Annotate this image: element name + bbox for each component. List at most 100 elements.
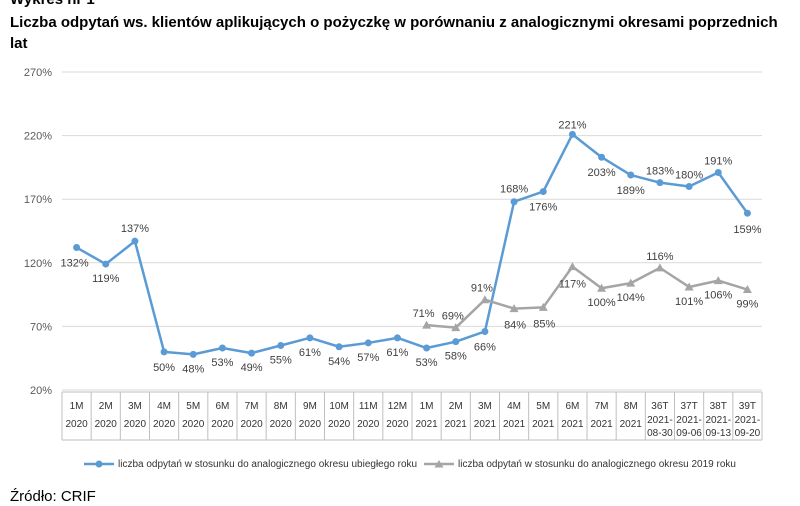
x-tick-label: 2M xyxy=(99,401,113,412)
data-point xyxy=(160,348,168,356)
x-axis-table: 1M 2020 2M 2020 3M 2020 4M 2020 5M 2020 6M 2020 7M 20… xyxy=(61,391,763,441)
data-label: 69% xyxy=(442,311,464,323)
x-tick-label: 8M xyxy=(624,401,638,412)
x-tick-label: 2021 xyxy=(590,419,613,430)
data-label: 91% xyxy=(471,283,493,295)
data-label: 61% xyxy=(386,347,408,359)
x-tick-label: 36T xyxy=(651,401,668,412)
data-point xyxy=(422,320,432,329)
data-label: 55% xyxy=(270,354,292,366)
data-point xyxy=(364,339,372,347)
gridlines xyxy=(62,71,762,391)
y-tick-label: 120% xyxy=(24,258,52,270)
data-label: 99% xyxy=(736,299,758,311)
x-tick-label: 2020 xyxy=(270,419,293,430)
data-label: 84% xyxy=(504,320,526,332)
x-tick-label: 09-06 xyxy=(676,428,702,439)
x-tick-label: 11M xyxy=(359,401,378,412)
data-point xyxy=(423,344,431,352)
data-label: 57% xyxy=(357,352,379,364)
data-point xyxy=(567,262,577,271)
x-tick-label: 2021 xyxy=(620,419,643,430)
y-tick-label: 270% xyxy=(24,67,52,79)
header-top-text: Wykres nr 1 xyxy=(10,0,95,9)
data-label: 203% xyxy=(588,167,616,179)
legend-marker-series-1 xyxy=(95,460,103,468)
data-label: 189% xyxy=(617,185,645,197)
data-point xyxy=(248,349,256,357)
data-point xyxy=(685,182,693,190)
data-label: 50% xyxy=(153,362,175,374)
x-tick-label: 2020 xyxy=(211,419,234,430)
x-tick-label: 2020 xyxy=(357,419,380,430)
data-label: 100% xyxy=(588,297,616,309)
data-point xyxy=(713,276,723,285)
x-tick-label: 7M xyxy=(245,401,259,412)
x-tick-label: 2021- xyxy=(735,415,761,426)
data-point xyxy=(539,188,547,196)
data-point xyxy=(655,263,665,272)
data-label: 53% xyxy=(211,357,233,369)
data-point xyxy=(626,278,636,287)
data-label: 48% xyxy=(182,363,204,375)
data-label: 137% xyxy=(121,223,149,235)
data-label: 132% xyxy=(61,258,89,270)
y-tick-label: 70% xyxy=(30,321,52,333)
data-label: 117% xyxy=(559,279,587,291)
y-tick-label: 220% xyxy=(24,131,52,143)
x-tick-label: 2021- xyxy=(647,415,673,426)
x-tick-label: 3M xyxy=(478,401,492,412)
x-tick-label: 10M xyxy=(329,401,348,412)
data-label: 61% xyxy=(299,347,321,359)
data-point xyxy=(684,282,694,291)
series-lines xyxy=(73,130,752,358)
data-label: 183% xyxy=(646,166,674,178)
x-tick-label: 7M xyxy=(595,401,609,412)
x-tick-label: 2020 xyxy=(124,419,147,430)
x-tick-label: 09-13 xyxy=(705,428,731,439)
chart-title: Liczba odpytań ws. klientów aplikujących… xyxy=(10,14,778,52)
x-tick-label: 37T xyxy=(680,401,697,412)
x-tick-label: 9M xyxy=(303,401,317,412)
x-tick-label: 38T xyxy=(710,401,727,412)
data-point xyxy=(73,244,81,252)
x-tick-label: 1M xyxy=(420,401,434,412)
legend-marker-series-2 xyxy=(434,460,444,468)
x-tick-label: 4M xyxy=(507,401,521,412)
data-point xyxy=(189,350,197,358)
x-tick-label: 3M xyxy=(128,401,142,412)
data-label: 101% xyxy=(675,296,703,308)
data-label: 71% xyxy=(413,308,435,320)
x-tick-label: 08-30 xyxy=(647,428,673,439)
series-line-1 xyxy=(75,133,749,356)
x-tick-label: 2021- xyxy=(676,415,702,426)
data-label: 159% xyxy=(733,224,761,236)
data-label: 104% xyxy=(617,292,645,304)
data-labels: 132%119% 137% 50% 48% 53% 49% 55% 61% 54% 57% 61% 5… xyxy=(61,119,762,375)
x-tick-label: 2021 xyxy=(561,419,584,430)
data-label: 168% xyxy=(500,184,528,196)
data-point xyxy=(102,260,110,268)
x-tick-label: 1M xyxy=(70,401,84,412)
data-label: 116% xyxy=(646,251,674,263)
data-point xyxy=(306,334,314,342)
data-label: 66% xyxy=(474,341,496,353)
y-axis-ticks: 20% 70% 120% 170% 220% 270% xyxy=(24,67,52,397)
series-line-2 xyxy=(426,265,748,329)
x-tick-label: 2021 xyxy=(503,419,526,430)
x-tick-label: 2021 xyxy=(445,419,468,430)
data-point xyxy=(509,304,519,313)
x-tick-label: 8M xyxy=(274,401,288,412)
data-point xyxy=(568,130,576,138)
data-point xyxy=(714,168,722,176)
x-tick-label: 39T xyxy=(739,401,756,412)
data-label: 119% xyxy=(92,273,120,285)
x-tick-label: 2021- xyxy=(705,415,731,426)
data-point xyxy=(481,327,489,335)
x-tick-label: 2020 xyxy=(299,419,322,430)
data-point xyxy=(743,209,751,217)
data-label: 180% xyxy=(675,169,703,181)
data-label: 106% xyxy=(704,290,732,302)
y-tick-label: 170% xyxy=(24,194,52,206)
